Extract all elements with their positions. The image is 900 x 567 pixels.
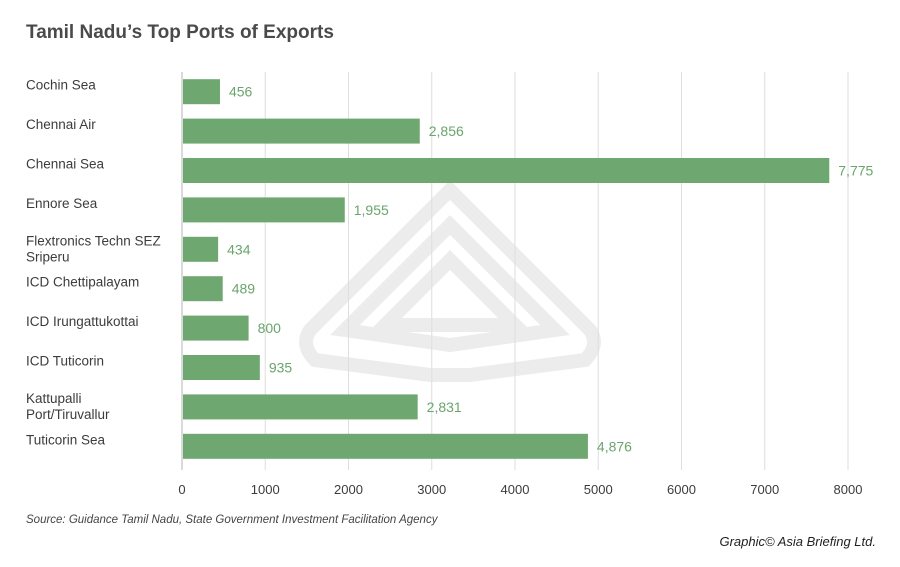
x-tick-label: 8000 [834,482,863,497]
x-tick-label: 3000 [417,482,446,497]
value-label: 4,876 [597,438,632,454]
bar [183,276,223,302]
category-label: Chennai Air [26,117,96,132]
category-label: Cochin Sea [26,78,96,93]
bar [183,79,220,105]
value-label: 935 [269,360,293,376]
value-label: 434 [227,241,251,257]
chart-title: Tamil Nadu’s Top Ports of Exports [26,22,334,43]
bar [183,433,588,459]
value-label: 2,856 [429,123,464,139]
bars [183,79,830,459]
value-label: 1,955 [354,202,389,218]
category-label: Ennore Sea [26,196,98,211]
x-tick-label: 5000 [584,482,613,497]
bar [183,236,219,262]
x-tick-label: 7000 [750,482,779,497]
value-label: 7,775 [838,163,873,179]
category-label: Chennai Sea [26,157,105,172]
category-label: ICD Irungattukottai [26,314,139,329]
value-label: 456 [229,84,253,100]
x-tick-label: 6000 [667,482,696,497]
x-tick-label: 2000 [334,482,363,497]
value-label: 489 [232,281,256,297]
category-label: ICD Chettipalayam [26,275,139,290]
value-label: 2,831 [427,399,462,415]
x-axis-ticks: 0 1000 2000 3000 4000 5000 6000 7000 8000 [178,482,862,497]
bar [183,158,830,183]
category-labels: Cochin Sea Chennai Air Chennai Sea Ennore S… [26,78,161,448]
bar [183,394,418,420]
bar [183,197,345,223]
value-labels: 456 2,856 7,775 1,955 434 489 800 935 2,831 4,876 [227,84,873,455]
watermark-logo [299,180,601,382]
bar [183,315,249,341]
category-label: ICD Tuticorin [26,354,104,369]
bar [183,355,260,380]
x-tick-label: 4000 [501,482,530,497]
x-tick-label: 0 [178,482,185,497]
category-label: Kattupalli Port/Tiruvallur [26,391,110,422]
source-note: Source: Guidance Tamil Nadu, State Gover… [26,514,438,526]
credit: Graphic© Asia Briefing Ltd. [719,534,876,549]
category-label: Flextronics Techn SEZ Sriperu [26,233,161,264]
value-label: 800 [258,320,282,336]
category-label: Tuticorin Sea [26,432,106,447]
x-tick-label: 1000 [251,482,280,497]
bar [183,118,420,144]
